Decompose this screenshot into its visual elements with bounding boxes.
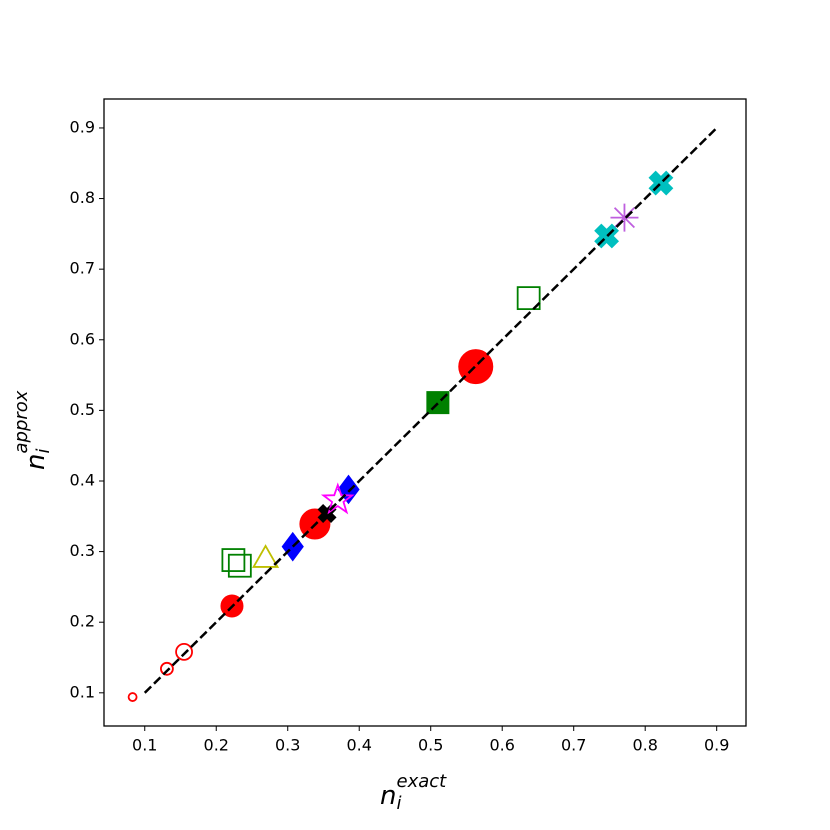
x-label-sub: i	[396, 793, 401, 814]
marker-point	[252, 544, 280, 568]
x-tick-label: 0.1	[132, 736, 157, 755]
marker-point	[516, 286, 541, 311]
x-axis-label: niexact	[380, 771, 447, 814]
y-tick-label: 0.8	[70, 188, 95, 207]
marker-point	[648, 170, 674, 196]
y-tick-label: 0.1	[70, 682, 95, 701]
y-label-sub: i	[33, 449, 54, 454]
y-label-sup: approx	[11, 390, 32, 453]
marker-point	[320, 482, 355, 515]
x-tick-label: 0.2	[204, 736, 229, 755]
x-label-base: n	[380, 781, 396, 811]
x-tick-label: 0.5	[418, 736, 443, 755]
y-tick-label: 0.6	[70, 329, 95, 348]
x-tick-label: 0.9	[704, 736, 729, 755]
x-label-sup: exact	[397, 771, 448, 792]
marker-point	[127, 692, 138, 702]
reference-line	[143, 127, 718, 694]
y-tick-label: 0.5	[70, 400, 95, 419]
y-axis-label: niapprox	[11, 390, 54, 470]
marker-point	[610, 203, 639, 232]
y-tick-label: 0.9	[70, 117, 95, 136]
y-tick-label: 0.3	[70, 541, 95, 560]
y-tick-label: 0.7	[70, 259, 95, 278]
y-label-base: n	[21, 454, 51, 470]
plot-frame	[103, 98, 747, 727]
marker-point	[281, 531, 304, 562]
y-tick-label: 0.4	[70, 470, 95, 489]
marker-point	[221, 548, 246, 572]
marker-point	[175, 642, 193, 661]
x-tick-label: 0.8	[632, 736, 657, 755]
x-tick-label: 0.7	[561, 736, 586, 755]
x-tick-label: 0.6	[489, 736, 514, 755]
x-tick-label: 0.4	[347, 736, 372, 755]
x-tick-label: 0.3	[275, 736, 300, 755]
marker-point	[160, 661, 174, 676]
marker-point	[227, 553, 252, 578]
y-tick-label: 0.2	[70, 612, 95, 631]
